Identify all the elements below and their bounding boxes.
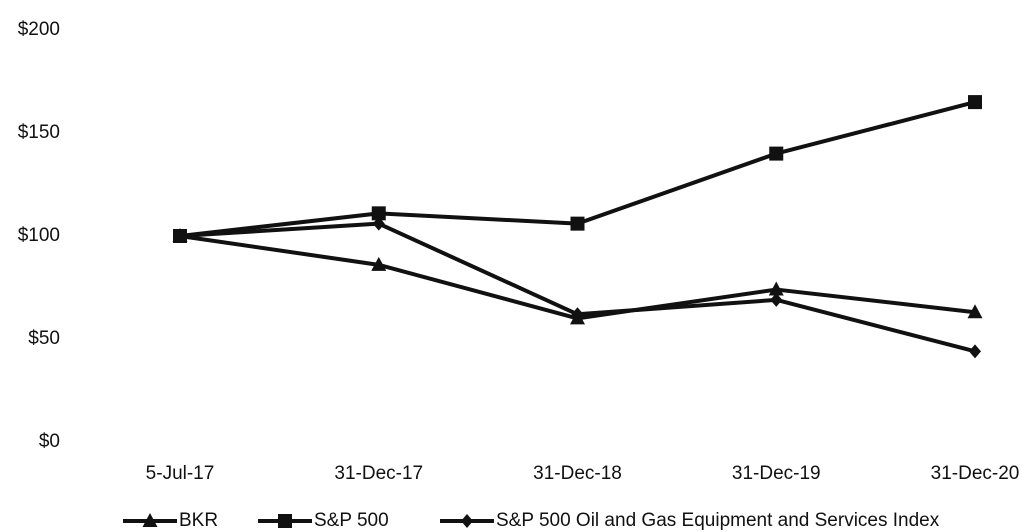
legend-item-oil-gas-index: S&P 500 Oil and Gas Equipment and Servic… — [440, 510, 940, 531]
legend-swatch — [440, 514, 494, 528]
x-tick-label: 31-Dec-20 — [931, 463, 1020, 484]
series-line-1 — [179, 100, 976, 238]
y-axis-ticks: $0 $50 $100 $150 $200 — [18, 19, 60, 452]
legend-marker — [278, 514, 292, 528]
legend-swatch — [123, 513, 177, 527]
data-point-2 — [571, 307, 584, 322]
data-point-2 — [770, 292, 783, 307]
legend-label: BKR — [179, 510, 218, 531]
data-point-1 — [371, 206, 386, 221]
data-point-1 — [968, 95, 982, 110]
series-line-0 — [179, 234, 976, 321]
data-point-0 — [371, 256, 387, 271]
legend-marker — [142, 513, 158, 527]
data-point-2 — [969, 344, 981, 359]
data-point-2 — [372, 216, 385, 231]
y-tick-label: $0 — [39, 431, 60, 452]
x-tick-label: 31-Dec-17 — [334, 463, 423, 484]
x-tick-label: 31-Dec-18 — [533, 463, 622, 484]
data-point-2 — [174, 229, 186, 243]
y-tick-label: $100 — [18, 225, 60, 246]
x-tick-label: 31-Dec-19 — [732, 463, 821, 484]
legend-label: S&P 500 — [314, 510, 389, 531]
data-point-1 — [570, 216, 585, 231]
y-tick-label: $150 — [18, 122, 60, 143]
legend-label: S&P 500 Oil and Gas Equipment and Servic… — [496, 510, 940, 531]
data-point-1 — [769, 146, 784, 161]
y-tick-label: $200 — [18, 19, 60, 40]
series-line-2 — [179, 221, 976, 354]
data-point-0 — [768, 281, 784, 296]
plot-area — [172, 95, 983, 359]
data-point-0 — [967, 304, 983, 319]
x-axis-ticks: 5-Jul-17 31-Dec-17 31-Dec-18 31-Dec-19 3… — [146, 463, 1020, 484]
legend-swatch — [258, 514, 312, 528]
legend-marker — [461, 514, 473, 528]
y-tick-label: $50 — [28, 328, 60, 349]
legend: BKR S&P 500 S&P 500 Oil and Gas Equipmen… — [123, 510, 940, 531]
legend-item-sp500: S&P 500 — [258, 510, 389, 531]
legend-item-bkr: BKR — [123, 510, 218, 531]
x-tick-label: 5-Jul-17 — [146, 463, 215, 484]
